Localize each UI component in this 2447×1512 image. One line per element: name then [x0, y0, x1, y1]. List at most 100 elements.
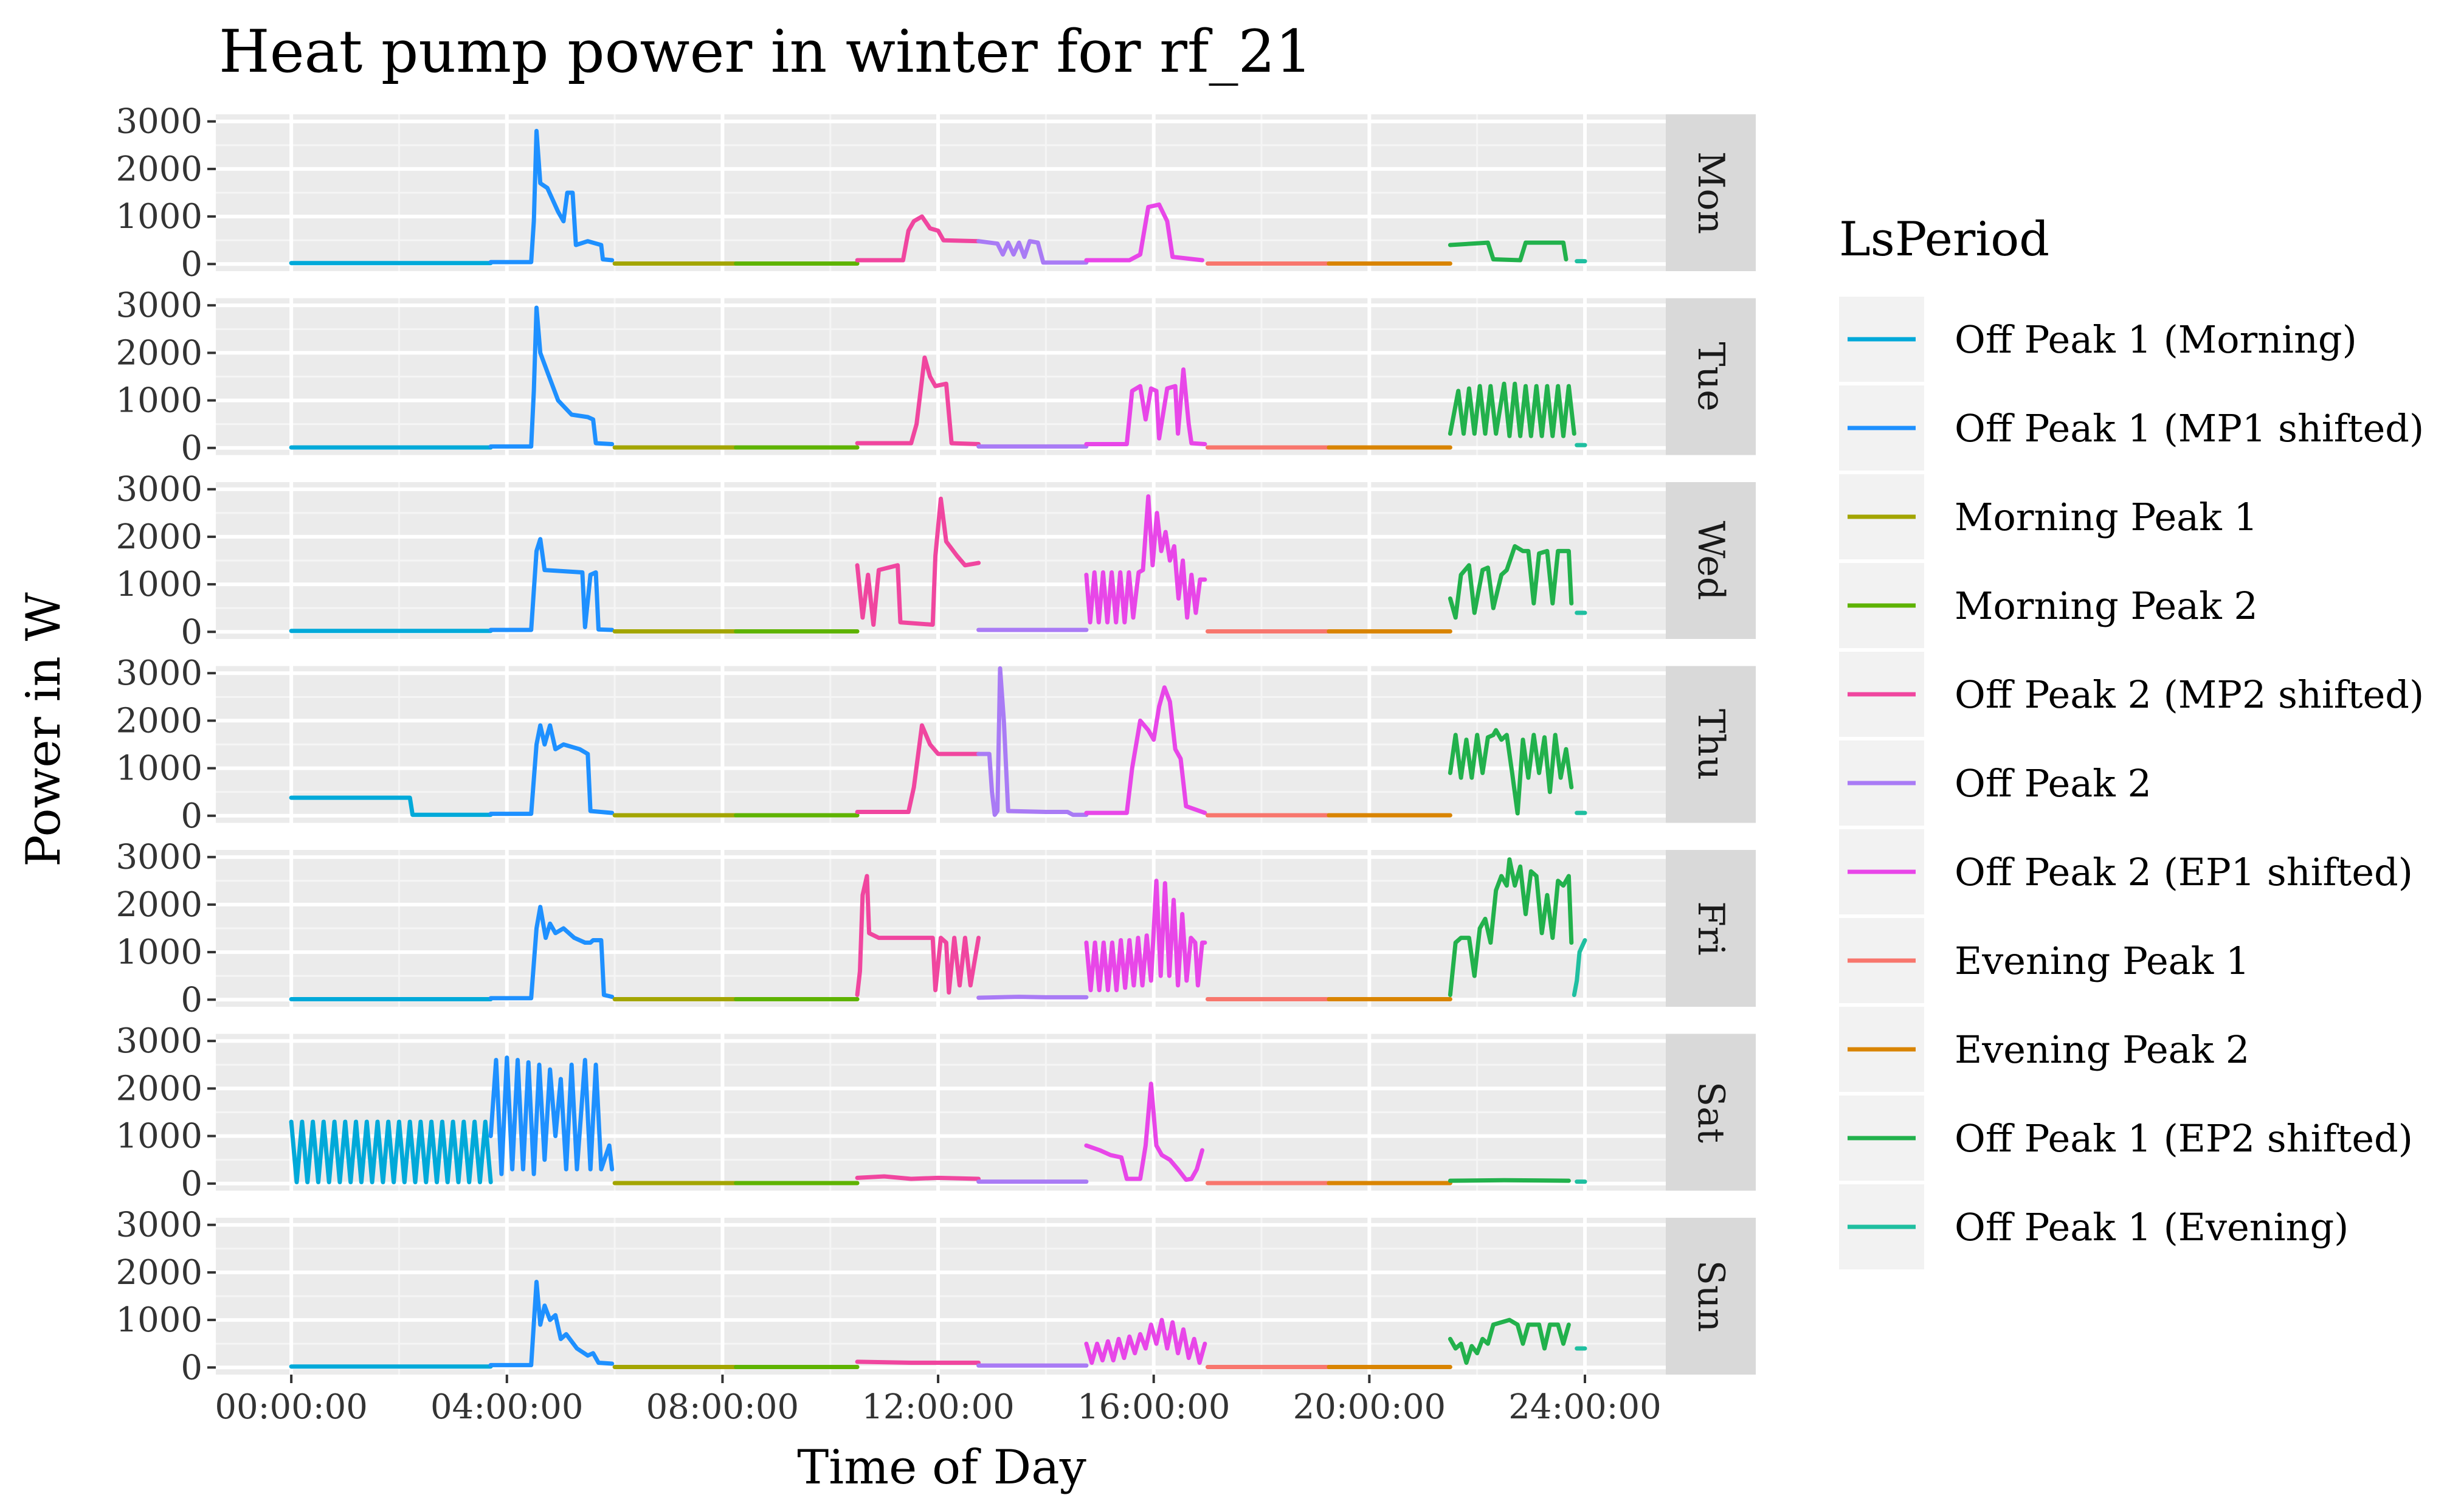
series-line-off-peak-1-mp1-shifted	[488, 1055, 615, 1176]
y-tick-label: 0	[181, 612, 202, 652]
legend-item: Off Peak 1 (Morning)	[1839, 297, 2357, 382]
series-line-off-peak-2-mp2-shifted	[855, 874, 981, 997]
legend-item: Off Peak 2 (EP1 shifted)	[1839, 829, 2413, 914]
y-tick-label: 3000	[116, 838, 202, 877]
legend-item: Morning Peak 1	[1839, 474, 2258, 559]
series-line-off-peak-2-mp2-shifted	[855, 355, 981, 446]
series-line-off-peak-2	[976, 666, 1089, 817]
y-tick-label: 2000	[116, 517, 202, 557]
legend-item: Evening Peak 1	[1839, 918, 2249, 1003]
y-tick-label: 3000	[116, 102, 202, 142]
facet-panel-sat: 0 1000 2000 3000 Sat	[116, 1021, 1756, 1204]
legend-label: Off Peak 1 (MP1 shifted)	[1955, 406, 2424, 450]
series-line-off-peak-1-ep2-shifted	[1448, 1317, 1571, 1365]
facet-strip	[1666, 1034, 1756, 1191]
y-tick-label: 1000	[116, 1117, 202, 1156]
series-line-off-peak-2-ep1-shifted	[1084, 494, 1207, 625]
facet-label-thu: Thu	[1689, 709, 1732, 780]
y-tick-label: 1000	[116, 381, 202, 421]
facet-label-sat: Sat	[1689, 1082, 1732, 1143]
y-tick-label: 2000	[116, 701, 202, 740]
series-line-off-peak-2-ep1-shifted	[1084, 1317, 1207, 1365]
legend-item: Off Peak 2	[1839, 740, 2152, 826]
facet-panel-tue: 0 1000 2000 3000 Tue	[116, 286, 1756, 468]
x-axis-title: Time of Day	[797, 1440, 1086, 1495]
y-tick-label: 3000	[116, 470, 202, 509]
series-line-off-peak-2-mp2-shifted	[855, 723, 981, 814]
facet-panel-fri: 0 1000 2000 3000 Fri	[116, 838, 1756, 1020]
facet-label-fri: Fri	[1689, 901, 1732, 956]
legend-label: Off Peak 1 (EP2 shifted)	[1955, 1116, 2413, 1161]
series-line-off-peak-2-ep1-shifted	[1084, 685, 1207, 815]
legend-label: Off Peak 2 (EP1 shifted)	[1955, 850, 2413, 894]
y-tick-label: 0	[181, 796, 202, 836]
x-tick-label: 00:00:00	[215, 1387, 368, 1427]
legend-label: Morning Peak 2	[1955, 584, 2258, 628]
legend-title: LsPeriod	[1839, 212, 2049, 267]
x-tick-label: 12:00:00	[861, 1387, 1015, 1427]
series-line-off-peak-1-evening	[1572, 938, 1587, 997]
y-tick-label: 1000	[116, 197, 202, 236]
facet-strip	[1666, 850, 1756, 1007]
facet-strip	[1666, 666, 1756, 823]
y-tick-label: 2000	[116, 1253, 202, 1293]
series-line-off-peak-1-ep2-shifted	[1448, 857, 1574, 997]
facet-panel-wed: 0 1000 2000 3000 Wed	[116, 470, 1756, 652]
legend-label: Off Peak 2 (MP2 shifted)	[1955, 672, 2424, 717]
series-line-off-peak-1-mp1-shifted	[488, 723, 615, 816]
legend-item: Off Peak 1 (EP2 shifted)	[1839, 1096, 2413, 1181]
y-tick-label: 1000	[116, 1300, 202, 1340]
y-tick-label: 2000	[116, 1069, 202, 1108]
facet-label-tue: Tue	[1689, 342, 1732, 411]
y-tick-label: 3000	[116, 286, 202, 325]
series-line-off-peak-1-ep2-shifted	[1448, 240, 1569, 263]
series-line-off-peak-1-ep2-shifted	[1448, 381, 1576, 438]
legend-item: Off Peak 1 (Evening)	[1839, 1184, 2349, 1269]
legend-item: Evening Peak 2	[1839, 1007, 2249, 1092]
y-tick-label: 2000	[116, 150, 202, 189]
legend-item: Off Peak 1 (MP1 shifted)	[1839, 385, 2424, 471]
x-axis: 00:00:00 04:00:00 08:00:00 12:00:00 16:00:00…	[215, 1375, 1662, 1427]
y-axis-title: Power in W	[16, 592, 71, 866]
legend-label: Evening Peak 1	[1955, 939, 2249, 983]
x-tick-label: 04:00:00	[430, 1387, 584, 1427]
y-tick-label: 0	[181, 1348, 202, 1387]
y-tick-label: 3000	[116, 654, 202, 693]
y-tick-label: 1000	[116, 565, 202, 604]
facet-label-sun: Sun	[1689, 1260, 1732, 1332]
series-line-off-peak-1-mp1-shifted	[488, 537, 615, 632]
series-line-off-peak-2-mp2-shifted	[855, 1359, 981, 1365]
y-tick-label: 2000	[116, 333, 202, 373]
series-line-off-peak-1-ep2-shifted	[1448, 728, 1574, 816]
series-line-off-peak-2-mp2-shifted	[855, 214, 981, 263]
facet-panels: 0 1000 2000 3000 Mon 0 1000 2000 3000 Tue 0 1000 200…	[116, 102, 1756, 1387]
y-tick-label: 3000	[116, 1206, 202, 1245]
series-line-off-peak-2-mp2-shifted	[855, 496, 981, 627]
facet-panel-mon: 0 1000 2000 3000 Mon	[116, 102, 1756, 284]
series-line-off-peak-2-ep1-shifted	[1084, 1082, 1204, 1182]
facet-label-mon: Mon	[1689, 151, 1732, 234]
series-line-off-peak-2-ep1-shifted	[1084, 367, 1207, 446]
y-tick-label: 1000	[116, 933, 202, 972]
facet-panel-thu: 0 1000 2000 3000 Thu	[116, 654, 1756, 836]
y-tick-label: 0	[181, 429, 202, 468]
y-tick-label: 1000	[116, 749, 202, 789]
x-tick-label: 24:00:00	[1508, 1387, 1662, 1427]
series-line-off-peak-1-ep2-shifted	[1448, 544, 1574, 620]
series-line-off-peak-2	[976, 239, 1089, 265]
facet-strip	[1666, 114, 1756, 271]
x-tick-label: 20:00:00	[1293, 1387, 1446, 1427]
legend-label: Off Peak 2	[1955, 761, 2152, 806]
series-line-off-peak-2-ep1-shifted	[1084, 202, 1204, 263]
series-line-off-peak-1-morning	[289, 795, 493, 817]
x-tick-label: 16:00:00	[1077, 1387, 1230, 1427]
chart-title: Heat pump power in winter for rf_21	[219, 18, 1313, 86]
y-tick-label: 0	[181, 980, 202, 1020]
legend-item: Morning Peak 2	[1839, 563, 2258, 648]
y-tick-label: 0	[181, 1164, 202, 1204]
x-tick-label: 08:00:00	[646, 1387, 799, 1427]
series-line-off-peak-1-ep2-shifted	[1448, 1178, 1571, 1183]
legend-label: Off Peak 1 (Morning)	[1955, 317, 2357, 362]
series-line-off-peak-1-mp1-shifted	[488, 1280, 615, 1367]
facet-strip	[1666, 298, 1756, 455]
